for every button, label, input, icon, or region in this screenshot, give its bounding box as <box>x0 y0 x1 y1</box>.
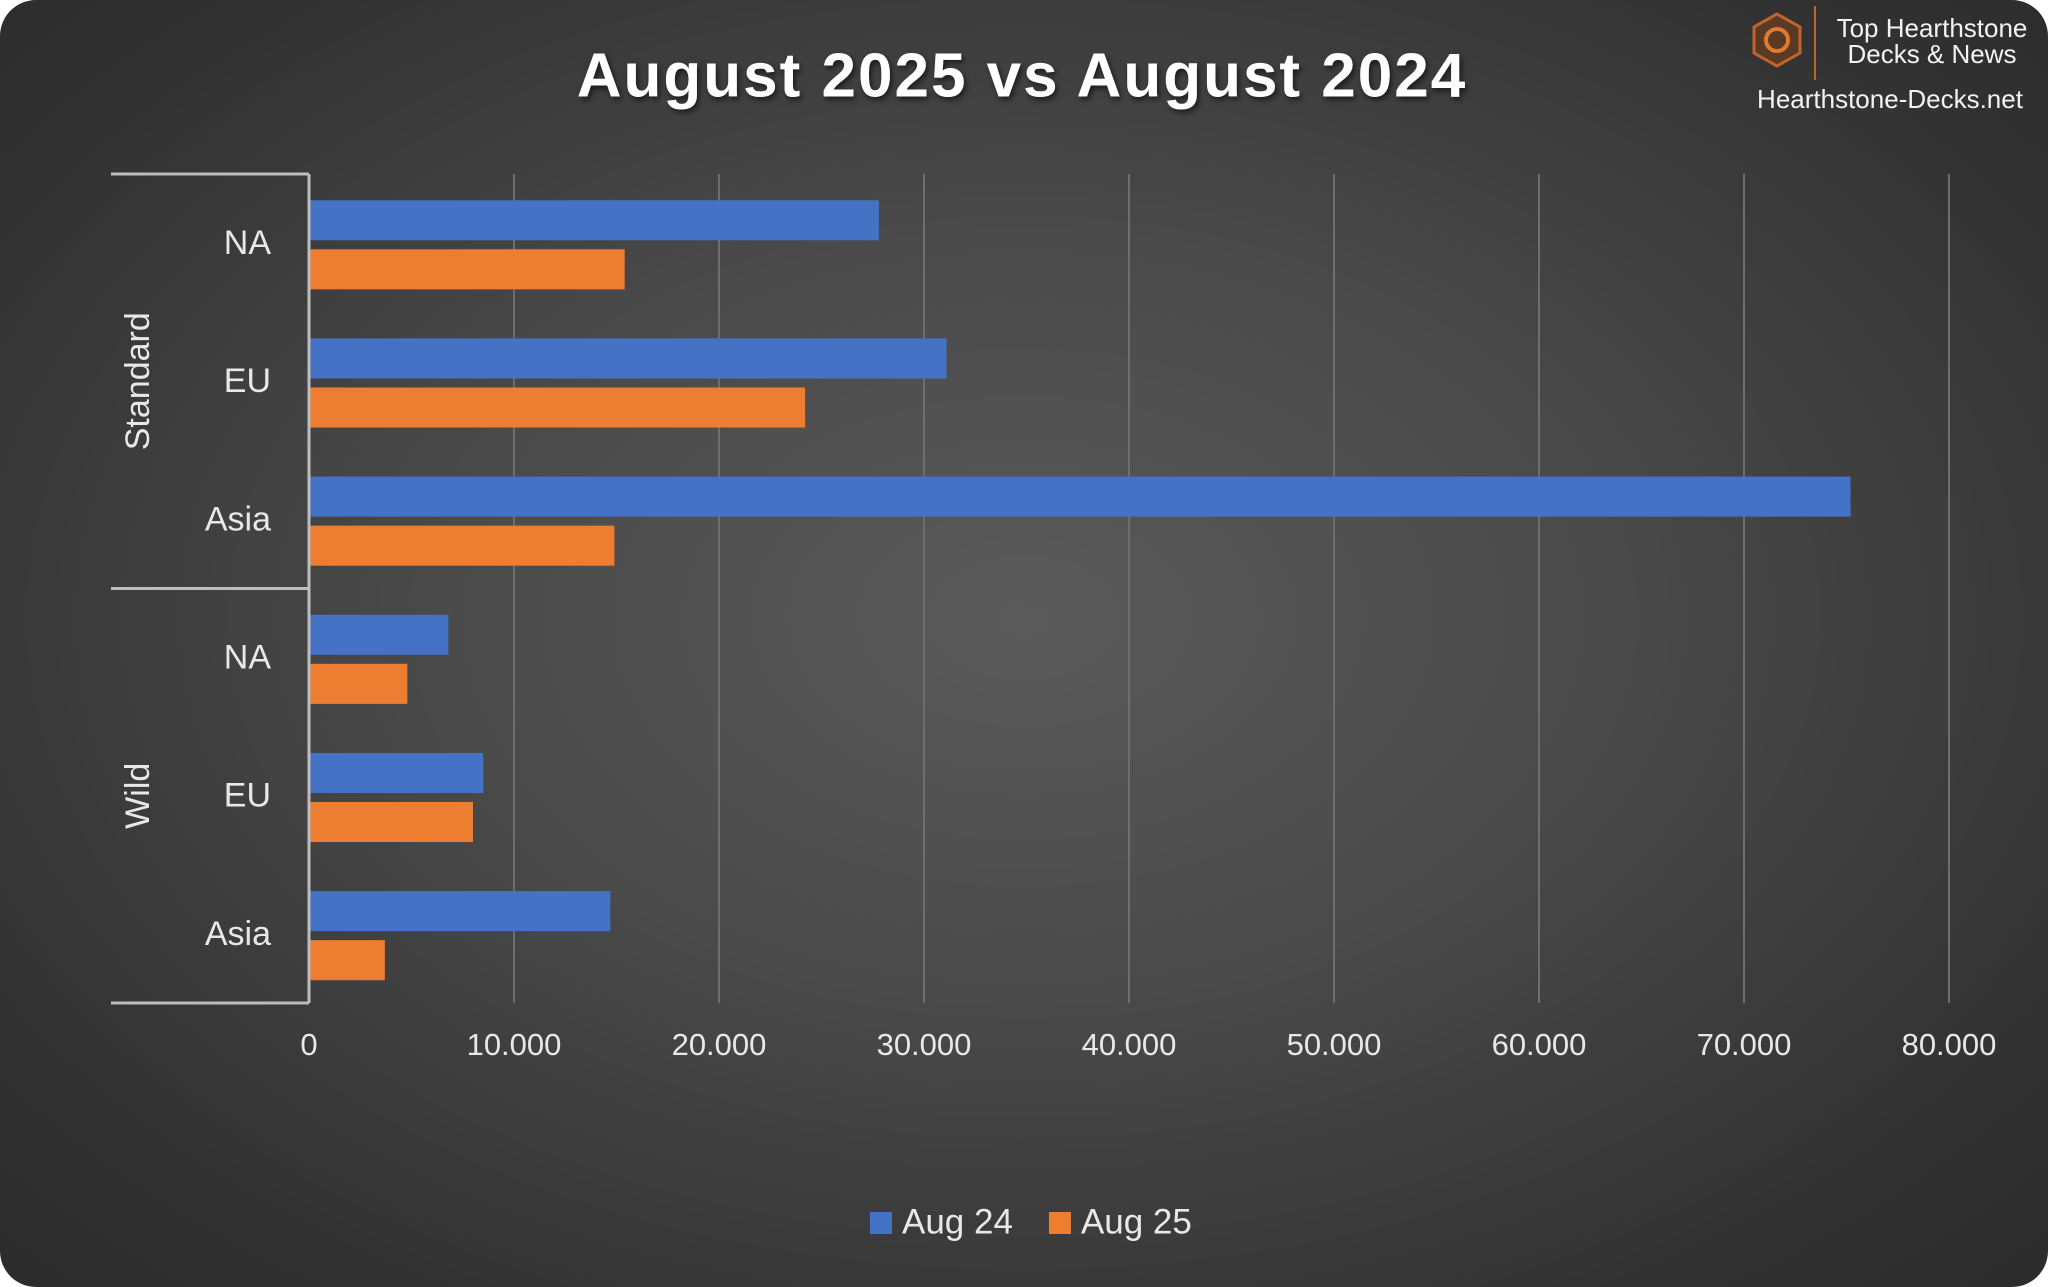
x-tick-label: 40.000 <box>1082 1027 1177 1062</box>
legend-label: Aug 24 <box>902 1202 1013 1241</box>
bar <box>309 752 484 793</box>
bar <box>309 200 879 241</box>
bar <box>309 525 615 566</box>
bar <box>309 614 449 655</box>
group-label: Standard <box>119 312 157 450</box>
y-tick-label: EU <box>224 777 271 815</box>
legend-swatch <box>1048 1212 1071 1234</box>
logo-site: Hearthstone-Decks.net <box>1757 84 2024 114</box>
bar <box>309 801 473 843</box>
y-tick-label: EU <box>224 362 271 400</box>
logo: Top Hearthstone Decks & News Hearthstone… <box>1752 6 2028 114</box>
bar <box>309 940 385 981</box>
logo-text: Decks & News <box>1847 39 2016 69</box>
x-tick-label: 20.000 <box>672 1027 767 1062</box>
x-tick-label: 70.000 <box>1697 1027 1792 1062</box>
legend-swatch <box>870 1212 892 1234</box>
bar <box>309 891 611 932</box>
chart-title: August 2025 vs August 2024 <box>577 41 1467 110</box>
legend-label: Aug 25 <box>1081 1202 1192 1241</box>
bar <box>309 663 408 704</box>
x-tick-label: 50.000 <box>1287 1027 1382 1062</box>
bar <box>309 476 1851 517</box>
x-tick-label: 60.000 <box>1492 1027 1587 1062</box>
bar <box>309 338 947 379</box>
bar <box>309 387 806 428</box>
logo-icon <box>1752 12 1802 68</box>
x-tick-label: 10.000 <box>467 1027 562 1062</box>
x-tick-label: 0 <box>300 1027 317 1062</box>
y-tick-label: NA <box>224 639 272 677</box>
logo-icon <box>1764 27 1790 53</box>
x-tick-label: 30.000 <box>877 1027 972 1062</box>
bar <box>309 249 625 290</box>
group-label: Wild <box>119 763 157 829</box>
logo-text: Top Hearthstone <box>1837 13 2028 43</box>
y-tick-label: NA <box>224 224 272 262</box>
y-tick-label: Asia <box>205 915 271 953</box>
y-tick-label: Asia <box>205 500 271 538</box>
x-tick-label: 80.000 <box>1902 1027 1997 1062</box>
